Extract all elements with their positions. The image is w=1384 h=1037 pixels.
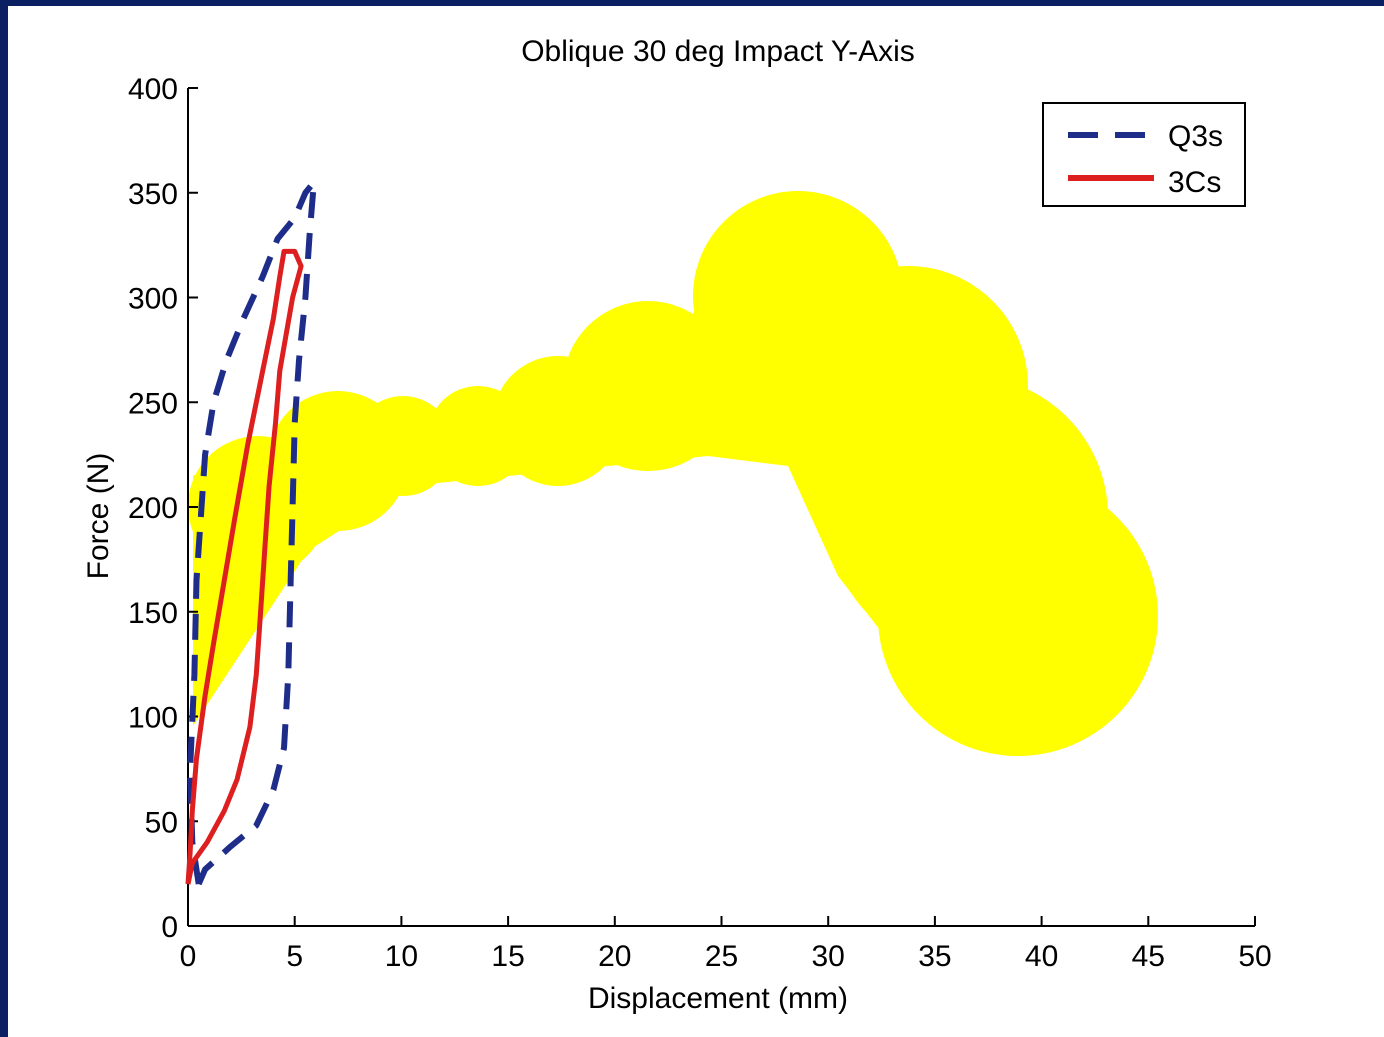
y-tick-label: 50 [145,806,178,839]
legend-label-3cs: 3Cs [1168,166,1221,199]
y-tick-label: 250 [128,387,178,420]
x-tick-label: 50 [1238,940,1271,973]
y-tick-label: 150 [128,597,178,630]
x-tick-label: 5 [286,940,303,973]
y-tick-label: 100 [128,702,178,735]
x-tick-label: 15 [491,940,524,973]
highlight-overlay [188,191,1158,756]
x-ticks: 0 5 10 15 20 25 30 35 40 45 50 [180,916,1272,973]
x-tick-label: 35 [918,940,951,973]
series-3cs-line [185,248,304,885]
series-q3s-line [187,179,317,886]
x-tick-label: 20 [598,940,631,973]
y-tick-label: 300 [128,283,178,316]
x-tick-label: 45 [1132,940,1165,973]
y-tick-label: 400 [128,73,178,106]
x-tick-label: 30 [812,940,845,973]
legend-label-q3s: Q3s [1168,120,1223,153]
x-tick-label: 25 [705,940,738,973]
figure-frame: 0 5 10 15 20 25 30 35 40 45 50 0 50 100 150 200 250 300 3… [8,6,1384,1037]
legend: Q3s 3Cs [1042,102,1246,207]
chart-canvas: 0 5 10 15 20 25 30 35 40 45 50 0 50 100 150 200 250 300 3… [82,35,1272,1015]
x-tick-label: 0 [180,940,197,973]
chart-title: Oblique 30 deg Impact Y-Axis [521,35,915,68]
y-axis-title: Force (N) [82,453,115,580]
x-tick-label: 10 [385,940,418,973]
y-tick-label: 0 [161,911,178,944]
legend-box [1042,102,1246,207]
x-tick-label: 40 [1025,940,1058,973]
y-tick-label: 350 [128,178,178,211]
y-ticks: 0 50 100 150 200 250 300 350 400 [128,73,198,944]
x-axis-title: Displacement (mm) [588,982,848,1015]
y-tick-label: 200 [128,492,178,525]
